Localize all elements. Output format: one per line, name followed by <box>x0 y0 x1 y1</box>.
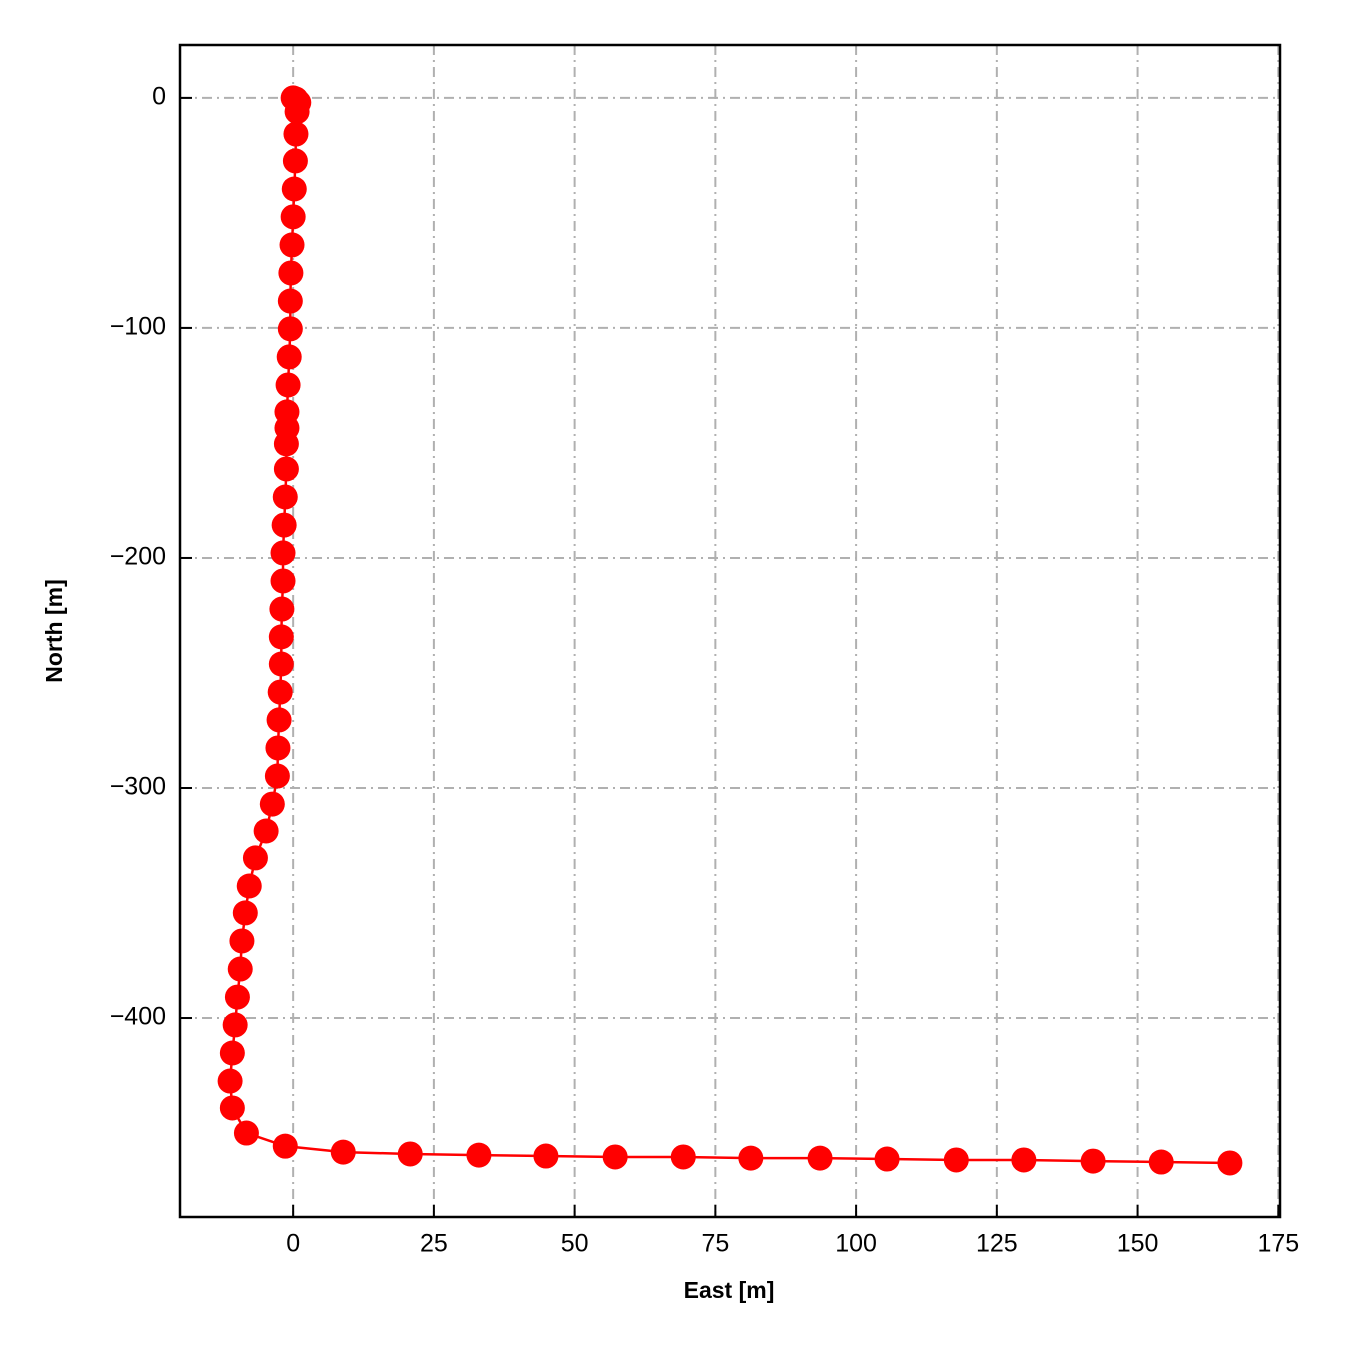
point <box>602 1144 628 1170</box>
x-axis-label: East [m] <box>684 1277 775 1303</box>
point <box>233 1120 259 1146</box>
point <box>272 484 298 510</box>
point <box>219 1095 245 1121</box>
point <box>670 1144 696 1170</box>
point <box>1217 1150 1243 1176</box>
point <box>271 512 297 538</box>
point <box>1011 1147 1037 1173</box>
point <box>272 1133 298 1159</box>
point <box>236 873 262 899</box>
trajectory-line <box>228 96 1230 1165</box>
x-tick-label: 100 <box>835 1230 877 1258</box>
point <box>280 204 306 230</box>
point <box>232 900 258 926</box>
x-tick-label: 50 <box>561 1230 589 1258</box>
point <box>278 260 304 286</box>
y-tick-label: −200 <box>110 543 166 571</box>
plot-frame <box>178 43 1282 1219</box>
point <box>277 288 303 314</box>
point <box>266 707 292 733</box>
x-tick-label: 125 <box>976 1230 1018 1258</box>
point <box>264 763 290 789</box>
point <box>1080 1148 1106 1174</box>
point <box>738 1145 764 1171</box>
point <box>466 1142 492 1168</box>
point <box>330 1139 356 1165</box>
point <box>268 651 294 677</box>
point <box>277 316 303 342</box>
point <box>1148 1149 1174 1175</box>
point <box>219 1040 245 1066</box>
point <box>267 679 293 705</box>
point <box>281 176 307 202</box>
x-tick-label: 0 <box>286 1230 300 1258</box>
point <box>533 1143 559 1169</box>
point <box>268 624 294 650</box>
point <box>273 431 299 457</box>
y-tick-label: 0 <box>152 83 166 111</box>
x-tick-label: 175 <box>1257 1230 1299 1258</box>
y-tick-label: −100 <box>110 313 166 341</box>
y-tick-label: −400 <box>110 1003 166 1031</box>
y-axis-label: North [m] <box>41 579 67 682</box>
point <box>284 99 310 125</box>
point <box>222 1012 248 1038</box>
point <box>273 456 299 482</box>
point <box>283 121 309 147</box>
point <box>253 818 279 844</box>
x-tick-label: 75 <box>701 1230 729 1258</box>
point <box>807 1145 833 1171</box>
point <box>397 1141 423 1167</box>
y-tick-label: −300 <box>110 773 166 801</box>
point <box>242 845 268 871</box>
point <box>270 540 296 566</box>
point <box>269 596 295 622</box>
point <box>217 1068 243 1094</box>
point <box>227 956 253 982</box>
point <box>275 372 301 398</box>
x-tick-label: 25 <box>420 1230 448 1258</box>
point <box>229 928 255 954</box>
point <box>943 1147 969 1173</box>
point <box>276 344 302 370</box>
point <box>282 148 308 174</box>
point <box>259 791 285 817</box>
point <box>270 568 296 594</box>
point <box>279 232 305 258</box>
point <box>224 984 250 1010</box>
x-tick-label: 150 <box>1117 1230 1159 1258</box>
point <box>265 735 291 761</box>
point <box>874 1146 900 1172</box>
